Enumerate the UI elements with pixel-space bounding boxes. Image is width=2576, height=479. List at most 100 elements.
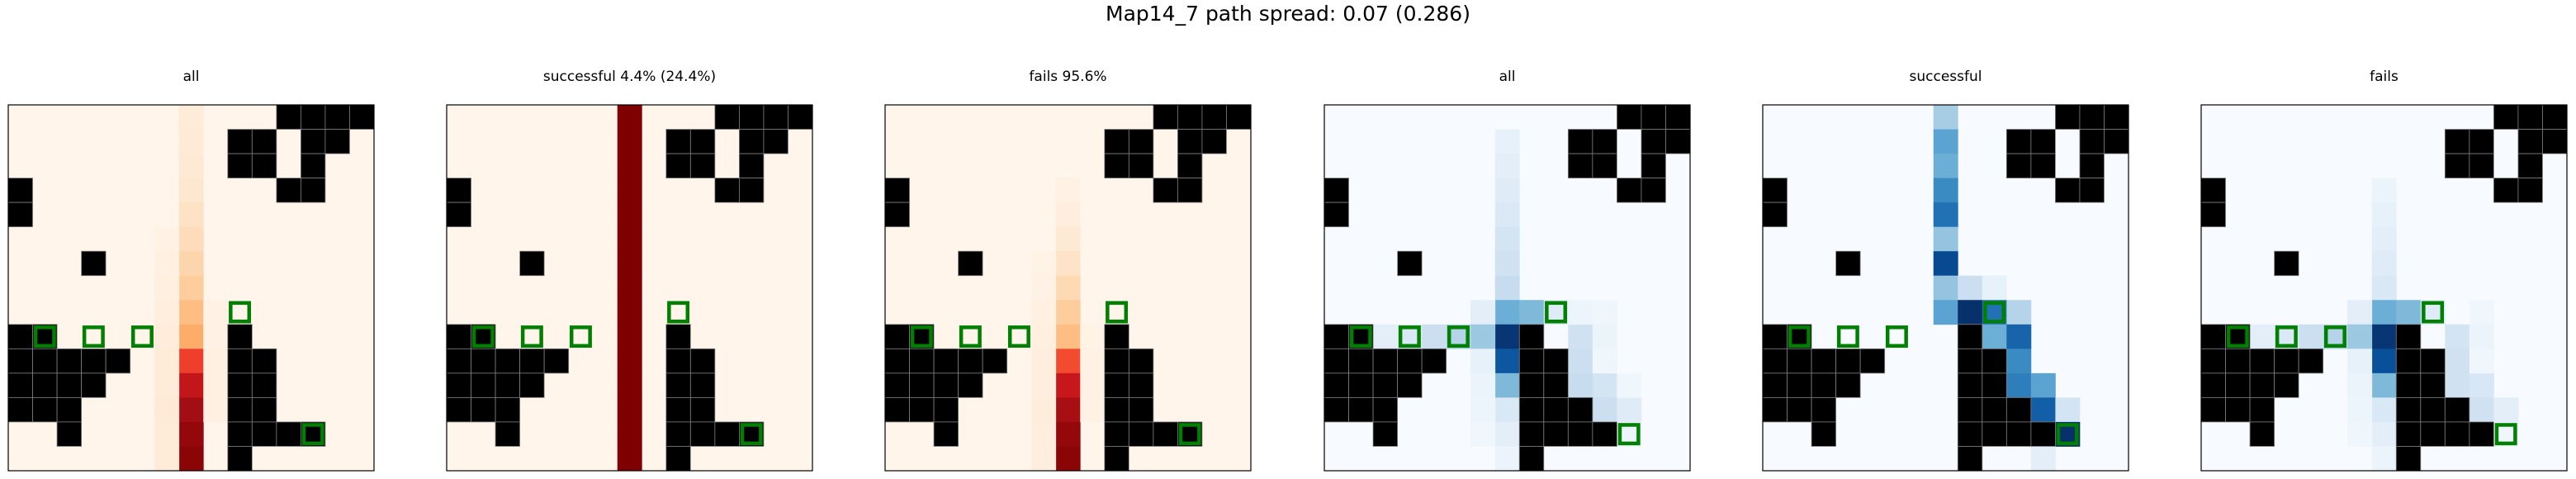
heat-cell: [1031, 324, 1057, 349]
heat-cell: [1031, 446, 1057, 472]
heat-cell: [1933, 202, 1958, 228]
wall-cell: [2200, 202, 2226, 228]
heat-cell: [1494, 421, 1520, 447]
wall-cell: [1982, 421, 2007, 447]
target-marker: [1836, 325, 1859, 349]
wall-cell: [2030, 153, 2056, 178]
wall-cell: [1201, 104, 1227, 130]
wall-cell: [1518, 324, 1545, 349]
heat-cell: [2030, 397, 2056, 423]
wall-cell: [1567, 153, 1593, 178]
heat-cell: [1494, 251, 1520, 277]
wall-cell: [2444, 153, 2470, 178]
wall-cell: [1641, 178, 1666, 203]
wall-cell: [1518, 421, 1545, 447]
wall-cell: [2395, 324, 2422, 349]
wall-cell: [2469, 129, 2494, 154]
wall-cell: [2200, 324, 2226, 349]
heat-cell: [1568, 324, 1593, 349]
wall-cell: [1518, 372, 1545, 398]
wall-cell: [1811, 372, 1836, 398]
heat-cell: [2030, 372, 2056, 398]
wall-cell: [1787, 372, 1812, 398]
wall-cell: [1104, 421, 1129, 447]
wall-cell: [2054, 178, 2081, 203]
heat-cell: [203, 300, 229, 325]
wall-cell: [1104, 396, 1129, 423]
wall-cell: [7, 348, 33, 374]
wall-cell: [665, 446, 691, 472]
wall-cell: [495, 372, 520, 398]
target-marker: [1349, 325, 1372, 349]
heat-cell: [178, 129, 204, 154]
wall-cell: [1177, 104, 1203, 130]
target-marker: [1545, 301, 1568, 324]
wall-cell: [2005, 153, 2032, 178]
heat-cell: [1494, 446, 1520, 472]
wall-cell: [2444, 421, 2470, 447]
wall-cell: [251, 396, 277, 423]
wall-cell: [2225, 372, 2251, 398]
wall-cell: [714, 104, 740, 130]
wall-cell: [689, 396, 716, 423]
wall-cell: [1567, 129, 1593, 154]
wall-cell: [1543, 421, 1569, 447]
wall-cell: [1226, 104, 1252, 130]
heat-cell: [1933, 251, 1958, 277]
wall-cell: [1617, 178, 1642, 203]
wall-cell: [7, 178, 33, 203]
heat-cell: [1031, 275, 1057, 301]
wall-cell: [933, 348, 959, 374]
wall-cell: [32, 372, 58, 398]
wall-cell: [1372, 372, 1398, 398]
heat-cell: [154, 372, 180, 398]
wall-cell: [1201, 129, 1227, 154]
wall-cell: [1372, 348, 1398, 374]
heat-cell: [178, 251, 204, 277]
wall-cell: [471, 396, 496, 423]
wall-cell: [689, 129, 716, 154]
target-marker: [569, 325, 592, 349]
wall-cell: [2395, 446, 2422, 472]
heat-cell: [1031, 397, 1057, 423]
wall-cell: [1128, 348, 1154, 374]
heat-cell: [178, 324, 204, 349]
heat-cell: [1055, 349, 1081, 374]
wall-cell: [665, 421, 691, 447]
heat-cell: [2371, 226, 2397, 252]
wall-cell: [81, 348, 107, 374]
wall-cell: [1348, 372, 1374, 398]
wall-cell: [884, 348, 910, 374]
target-marker: [82, 325, 105, 349]
heat-cell: [617, 129, 642, 154]
figure-title: Map14_7 path spread: 0.07 (0.286): [1106, 2, 1470, 26]
heatmap-panel-2: successful 4.4% (24.4%): [446, 69, 813, 472]
wall-cell: [909, 348, 935, 374]
wall-cell: [2395, 372, 2422, 398]
wall-cell: [958, 372, 983, 398]
heat-cell: [2445, 324, 2470, 349]
target-marker: [1447, 325, 1470, 349]
heat-cell: [1568, 372, 1593, 398]
heat-cell: [2006, 372, 2032, 398]
wall-cell: [1348, 348, 1374, 374]
wall-cell: [2079, 129, 2105, 154]
heat-cell: [1592, 372, 1617, 398]
wall-cell: [1957, 421, 1983, 447]
wall-cell: [884, 372, 910, 398]
wall-cell: [227, 324, 253, 349]
wall-cell: [1104, 372, 1129, 398]
wall-cell: [2469, 421, 2494, 447]
wall-cell: [1128, 421, 1154, 447]
wall-cell: [2517, 104, 2543, 130]
panel-frame: [1762, 104, 2129, 472]
heat-cell: [178, 372, 204, 398]
wall-cell: [2200, 396, 2226, 423]
wall-cell: [276, 421, 301, 447]
wall-cell: [884, 202, 910, 228]
wall-cell: [300, 104, 326, 130]
wall-cell: [1324, 324, 1349, 349]
wall-cell: [227, 348, 253, 374]
wall-cell: [276, 178, 301, 203]
wall-cell: [1859, 348, 1886, 374]
